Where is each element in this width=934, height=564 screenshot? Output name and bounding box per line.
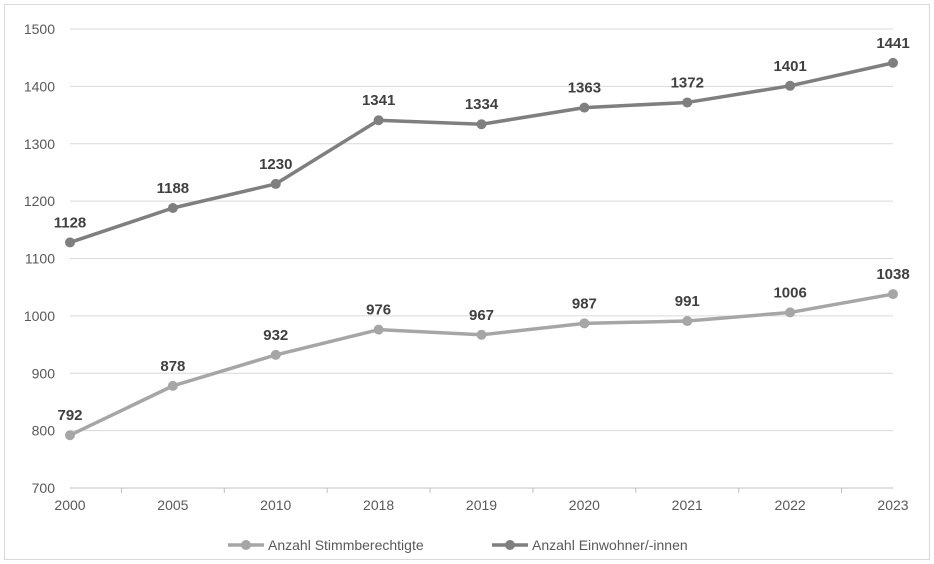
legend-swatch-marker [505,540,515,550]
y-tick-label: 800 [32,423,56,439]
data-point [270,349,281,360]
legend: Anzahl Stimmberechtigte Anzahl Einwohner/… [228,537,688,553]
x-tick-label: 2019 [466,497,497,513]
data-point [373,115,384,126]
data-point [785,80,796,91]
data-point [65,237,75,248]
x-tick-label: 2000 [54,497,85,513]
data-point [270,178,281,189]
y-tick-label: 900 [32,365,56,381]
data-label: 1441 [876,35,909,52]
series-line [69,61,894,245]
data-label: 1372 [671,74,704,91]
data-point [888,57,898,68]
data-label: 976 [366,302,391,319]
data-label: 967 [469,307,494,324]
data-label: 1334 [465,96,499,113]
legend-item: Anzahl Einwohner/-innen [492,537,688,553]
data-point [476,119,487,130]
y-tick-label: 1100 [25,251,55,267]
data-point [65,430,75,441]
data-label: 1363 [568,80,601,97]
legend-label: Anzahl Stimmberechtigte [268,537,424,553]
x-tick-label: 2022 [775,497,806,513]
y-tick-label: 1500 [24,21,55,37]
legend-swatch-marker [241,540,251,550]
data-label: 792 [57,407,82,424]
y-axis: 700 800 900 1000 1100 1200 1300 1400 1500 [24,21,55,496]
y-tick-label: 1000 [24,308,55,324]
data-label: 1341 [362,92,395,109]
y-tick-label: 1300 [24,136,55,152]
x-tick-label: 2018 [363,497,394,513]
data-label: 1038 [876,266,909,283]
data-point [888,289,898,300]
x-tick-label: 2021 [672,497,703,513]
series-layer [65,57,898,441]
data-point [167,203,178,214]
data-point [579,318,590,329]
legend-label: Anzahl Einwohner/-innen [532,537,688,553]
x-tick-label: 2005 [157,497,188,513]
chart-frame [4,4,930,560]
x-axis: 2000 2005 2010 2018 2019 2020 2021 2022 2023 [54,487,909,513]
data-point [682,316,693,327]
x-tick-label: 2010 [260,497,291,513]
x-tick-label: 2023 [877,497,908,513]
data-label: 878 [160,358,185,375]
data-label: 1128 [54,214,87,231]
data-label: 991 [675,293,700,310]
data-point [682,97,693,108]
data-label: 987 [572,295,597,312]
data-point [476,329,487,340]
data-label: 1188 [157,180,190,197]
data-label: 932 [263,327,288,344]
data-point [785,307,796,318]
data-labels: 792 878 932 976 967 987 991 1006 1038 1128 1188 123… [54,35,910,424]
data-point [167,380,178,391]
y-tick-label: 1200 [24,193,55,209]
data-point [373,324,384,335]
data-label: 1230 [259,156,292,173]
data-label: 1006 [773,284,806,301]
data-label: 1401 [773,58,806,75]
y-tick-label: 1400 [24,78,55,94]
legend-item: Anzahl Stimmberechtigte [228,537,424,553]
x-tick-label: 2020 [569,497,600,513]
data-point [579,102,590,113]
y-tick-label: 700 [32,480,56,496]
